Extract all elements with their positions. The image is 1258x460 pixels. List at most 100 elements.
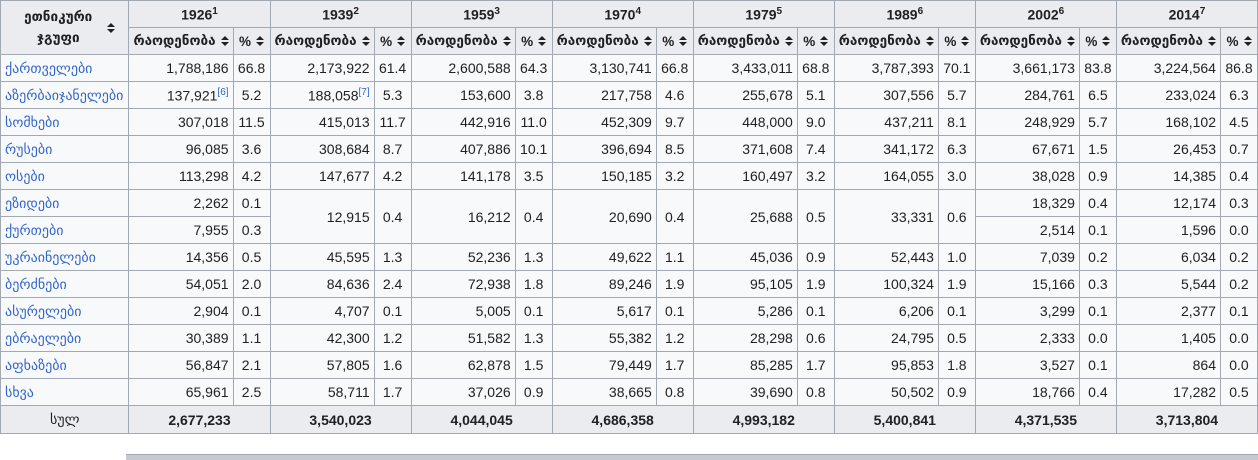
percent-cell: 0.3 — [232, 216, 271, 244]
count-cell: 12,174 — [1115, 189, 1221, 217]
ethnic-group-link[interactable]: ებრაელები — [5, 329, 82, 346]
column-header-year-1979: 19795 — [692, 0, 835, 28]
percent-cell: 0.0 — [1078, 324, 1117, 352]
count-cell: 15,166 — [974, 270, 1080, 298]
sort-icon — [784, 36, 793, 46]
percent-cell: 86.8 — [1219, 54, 1258, 82]
sort-up-arrow-icon — [256, 36, 265, 40]
column-header-count-1939[interactable]: რაოდენობა — [269, 27, 375, 55]
ethnic-group-link[interactable]: სხვა — [5, 383, 34, 400]
count-cell: 65,961 — [128, 378, 234, 406]
sort-down-arrow-icon — [256, 42, 265, 46]
table-row: ოსები 113,298 4.2 147,677 4.2 141,178 3.5 150,1… — [0, 162, 1258, 190]
ethnic-group-link[interactable]: სომხები — [5, 113, 60, 130]
count-cell: 308,684 — [269, 135, 375, 163]
percent-cell: 0.5 — [937, 324, 976, 352]
total-cell: 3,713,804 — [1115, 405, 1258, 434]
ethnic-group-cell: უკრაინელები — [0, 243, 130, 271]
column-header-percent-1989[interactable]: % — [937, 27, 976, 55]
count-cell: 4,707 — [269, 297, 375, 325]
ethnic-group-link[interactable]: ქართველები — [5, 59, 93, 76]
count-cell: 6,034 — [1115, 243, 1221, 271]
percent-cell: 0.4 — [655, 189, 694, 244]
column-header-percent-1959[interactable]: % — [514, 27, 553, 55]
percent-cell: 0.1 — [1219, 297, 1258, 325]
column-header-count-1989[interactable]: რაოდენობა — [833, 27, 939, 55]
sort-icon — [107, 22, 116, 33]
percent-cell: 2.1 — [232, 351, 271, 379]
count-cell: 62,878 — [410, 351, 516, 379]
sort-up-arrow-icon — [397, 36, 406, 40]
reference-link[interactable]: [6] — [217, 86, 229, 98]
ethnic-group-link[interactable]: ოსები — [5, 167, 45, 184]
sort-up-arrow-icon — [1207, 36, 1216, 40]
ethnic-group-link[interactable]: რუსები — [5, 140, 53, 157]
ethnic-group-link[interactable]: აფხაზები — [5, 356, 67, 373]
percent-cell: 5.7 — [937, 81, 976, 109]
column-header-count-1926[interactable]: რაოდენობა — [128, 27, 234, 55]
year-footnote-superscript: 2 — [353, 5, 359, 17]
percent-cell: 5.3 — [373, 81, 412, 109]
column-header-percent-1970[interactable]: % — [655, 27, 694, 55]
percent-cell: 4.2 — [373, 162, 412, 190]
ethnic-group-link[interactable]: უკრაინელები — [5, 248, 96, 265]
column-header-year-1989: 19896 — [833, 0, 976, 28]
count-header-label: რაოდენობა — [979, 33, 1062, 48]
count-cell: 79,449 — [551, 351, 657, 379]
ethnic-group-cell: ქურთები — [0, 216, 130, 244]
ethnic-group-link[interactable]: ასურელები — [5, 302, 82, 319]
year-footnote-superscript: 4 — [635, 5, 642, 17]
column-header-percent-1979[interactable]: % — [796, 27, 835, 55]
below-table-strip — [126, 454, 1258, 460]
count-cell: 2,262 — [128, 189, 234, 217]
column-header-count-1959[interactable]: რაოდენობა — [410, 27, 516, 55]
percent-cell: 9.0 — [796, 108, 835, 136]
count-cell: 14,356 — [128, 243, 234, 271]
sort-icon — [256, 36, 265, 46]
percent-cell: 1.3 — [373, 243, 412, 271]
percent-cell: 0.0 — [1219, 216, 1258, 244]
percent-cell: 3.6 — [232, 135, 271, 163]
column-header-count-2002[interactable]: რაოდენობა — [974, 27, 1080, 55]
percent-cell: 0.3 — [1219, 189, 1258, 217]
column-header-count-1979[interactable]: რაოდენობა — [692, 27, 798, 55]
sort-icon — [1207, 36, 1216, 46]
count-cell: 58,711 — [269, 378, 375, 406]
table-row: ასურელები 2,904 0.1 4,707 0.1 5,005 0.1 5,617 0.… — [0, 297, 1258, 325]
count-cell: 2,333 — [974, 324, 1080, 352]
count-cell: 33,331 — [833, 189, 939, 244]
percent-cell: 0.1 — [655, 297, 694, 325]
percent-cell: 3.0 — [937, 162, 976, 190]
percent-cell: 0.3 — [1078, 270, 1117, 298]
column-header-percent-2014[interactable]: % — [1219, 27, 1258, 55]
sort-down-arrow-icon — [538, 42, 547, 46]
ethnic-group-link[interactable]: ქურთები — [5, 221, 64, 238]
ethnic-group-link[interactable]: აზერბაიჯანელები — [5, 86, 124, 103]
year-label: 2002 — [1027, 6, 1059, 23]
column-header-percent-1939[interactable]: % — [373, 27, 412, 55]
column-header-count-1970[interactable]: რაოდენობა — [551, 27, 657, 55]
percent-cell: 11.0 — [514, 108, 553, 136]
column-header-percent-2002[interactable]: % — [1078, 27, 1117, 55]
column-header-ethnic-group[interactable]: ეთნიკური ჯგუფი — [0, 0, 130, 55]
percent-cell: 0.2 — [1078, 243, 1117, 271]
percent-cell: 0.2 — [1219, 243, 1258, 271]
percent-header-label: % — [1226, 33, 1239, 49]
percent-cell: 0.8 — [655, 378, 694, 406]
ethnic-group-link[interactable]: ბერძნები — [5, 275, 67, 292]
sort-up-arrow-icon — [925, 36, 934, 40]
table-row: აფხაზები 56,847 2.1 57,805 1.6 62,878 1.5 79,44… — [0, 351, 1258, 379]
count-cell: 448,000 — [692, 108, 798, 136]
sort-icon — [220, 36, 229, 46]
ethnic-group-link[interactable]: ეზიდები — [5, 194, 60, 211]
percent-cell: 0.0 — [1219, 324, 1258, 352]
column-header-percent-1926[interactable]: % — [232, 27, 271, 55]
total-label: სულ — [0, 405, 130, 434]
reference-link[interactable]: [7] — [358, 86, 370, 98]
count-cell: 18,329 — [974, 189, 1080, 217]
count-cell: 255,678 — [692, 81, 798, 109]
column-header-count-2014[interactable]: რაოდენობა — [1115, 27, 1221, 55]
percent-cell: 9.7 — [655, 108, 694, 136]
percent-cell: 5.7 — [1078, 108, 1117, 136]
count-cell: 45,595 — [269, 243, 375, 271]
